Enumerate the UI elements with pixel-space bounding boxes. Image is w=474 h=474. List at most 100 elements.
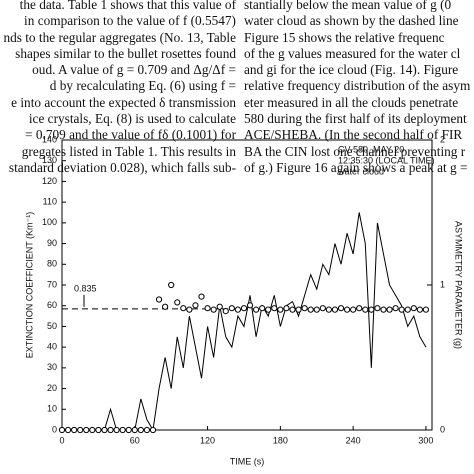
- text-line: water cloud as shown by the dashed line: [244, 13, 459, 29]
- data-point: [271, 305, 278, 312]
- text-line: oud. A value of g = 0.709 and Δg/Δf =: [32, 62, 236, 78]
- x-tick-label: 300: [418, 435, 433, 445]
- plot-frame: [61, 139, 433, 431]
- text-line: gregates listed in Table 1. This results…: [21, 143, 236, 159]
- data-point: [422, 306, 430, 313]
- x-tick-label: 120: [200, 435, 215, 445]
- data-point: [131, 426, 138, 434]
- text-line: = 0.709 and the value of fδ (0.1001) for: [25, 127, 236, 143]
- data-point: [216, 303, 223, 310]
- y-tick-label: 100: [42, 217, 57, 227]
- x-tick-label: 180: [273, 435, 288, 445]
- y-axis-label: EXTINCTION COEFFICIENT (Km⁻¹): [24, 212, 34, 359]
- data-point: [374, 305, 381, 312]
- data-point: [101, 426, 108, 434]
- data-point: [277, 306, 284, 313]
- data-point: [240, 305, 248, 312]
- annotation: water cloud: [337, 166, 384, 176]
- y-tick-label: 80: [47, 259, 57, 269]
- data-point: [228, 305, 235, 312]
- data-point: [58, 426, 66, 434]
- text-line: shapes similar to the bullet rosettes fo…: [15, 45, 236, 61]
- text-line: of the g values measured for the water c…: [244, 45, 461, 61]
- y-tick-label: 50: [47, 321, 57, 331]
- x-tick-label: 0: [59, 435, 64, 445]
- data-point: [83, 426, 90, 434]
- text-line: and gi for the ice cloud (Fig. 14). Figu…: [244, 62, 459, 78]
- y-tick-label: 60: [47, 300, 57, 310]
- data-point: [162, 303, 169, 310]
- data-point: [283, 305, 290, 312]
- right-column: stantially below the mean value of g (0 w…: [244, 0, 470, 176]
- y-tick-label: 140: [42, 134, 57, 144]
- data-point: [368, 306, 375, 313]
- data-point: [210, 306, 217, 313]
- y-tick-label: 0: [52, 424, 57, 434]
- data-point: [143, 426, 151, 434]
- data-point: [234, 306, 242, 313]
- data-point: [265, 306, 272, 313]
- data-point: [301, 305, 308, 312]
- data-point: [356, 305, 363, 312]
- data-point: [319, 305, 326, 312]
- y-tick-label: 10: [47, 404, 57, 414]
- data-point: [155, 296, 163, 303]
- data-point: [337, 305, 345, 312]
- data-point: [113, 426, 120, 434]
- data-point: [259, 305, 266, 312]
- data-point: [380, 306, 387, 313]
- annotation: 12:35:30 (LOCAL TIME): [338, 155, 435, 165]
- y-tick-label: 130: [42, 155, 57, 165]
- y-tick-label: 20: [47, 383, 57, 393]
- text-line: ACE/SHEBA. (In the second half of FIR: [244, 127, 463, 143]
- data-point: [410, 305, 417, 312]
- y-tick-label: 110: [43, 197, 57, 207]
- data-point: [71, 426, 78, 434]
- reference-label: 0.835: [74, 283, 97, 293]
- text-line: standard deviation 0.028), which falls s…: [8, 159, 236, 175]
- data-point: [180, 305, 187, 312]
- data-point: [222, 308, 229, 315]
- text-line: nds to the regular aggregates (No. 13, T…: [3, 29, 236, 45]
- text-line: relative frequency distribution of the a…: [244, 78, 471, 94]
- data-point: [392, 305, 399, 312]
- data-point: [307, 306, 314, 313]
- data-point: [192, 302, 199, 309]
- y-tick-label: 70: [47, 279, 57, 289]
- data-point: [404, 306, 411, 313]
- data-point: [362, 306, 369, 313]
- data-point: [398, 306, 405, 313]
- text-line: d by recalculating Eq. (6) using f =: [49, 78, 236, 94]
- text-line: 580 during the first half of its deploym…: [244, 111, 467, 127]
- y2-tick-label: 2: [440, 134, 445, 144]
- data-point: [325, 306, 332, 313]
- y2-axis-label: ASYMMETRY PARAMETER (g): [454, 221, 464, 349]
- y-tick-label: 40: [47, 342, 57, 352]
- data-point: [186, 306, 193, 313]
- data-point: [89, 426, 96, 434]
- data-point: [107, 426, 114, 434]
- text-line: the data. Table 1 shows that this value …: [19, 0, 236, 12]
- y-tick-label: 90: [47, 238, 57, 248]
- data-point: [95, 426, 102, 434]
- data-point: [350, 306, 357, 313]
- data-point: [77, 426, 84, 434]
- y2-tick-label: 0: [440, 424, 445, 434]
- y-tick-label: 120: [42, 176, 57, 186]
- annotation: CV-580, MAY 20: [338, 144, 404, 154]
- text-line: eter measured in all the clouds penetrat…: [244, 94, 459, 110]
- text-line: in comparison to the value of f (0.5547): [24, 13, 236, 29]
- data-point: [343, 306, 351, 313]
- data-point: [246, 302, 254, 309]
- data-point: [137, 426, 144, 434]
- data-point: [149, 426, 157, 434]
- data-point: [64, 426, 72, 434]
- text-line: ice crystals, Eq. (8) is used to calcula…: [28, 111, 236, 127]
- text-line: BA the CIN lost one channel preventing r: [244, 143, 466, 159]
- data-point: [168, 281, 175, 289]
- text-line: stantially below the mean value of g (0: [244, 0, 452, 12]
- x-tick-label: 60: [130, 435, 140, 445]
- data-point: [204, 305, 211, 312]
